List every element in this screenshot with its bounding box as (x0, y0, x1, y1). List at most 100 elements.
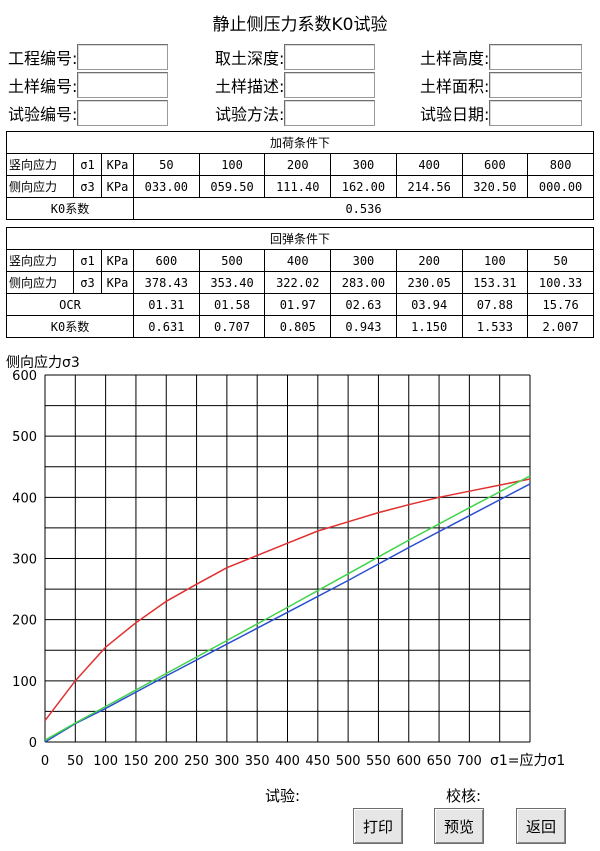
x-tick-label: 50 (67, 754, 84, 769)
table-row: OCR 01.31 01.58 01.97 02.63 03.94 07.88 … (6, 293, 594, 316)
x-tick-label: 150 (124, 754, 149, 769)
unit-label: KPa (101, 175, 134, 198)
x-tick-label: 350 (245, 754, 270, 769)
stress-chart: 侧向应力σ3 σ1=应力σ1 0 100 200 300 400 500 600 0 50 100… (6, 354, 565, 769)
y-tick-label: 500 (12, 430, 37, 445)
x-tick-label: 450 (305, 754, 330, 769)
x-tick-label: 650 (427, 754, 452, 769)
preview-button[interactable]: 预览 (434, 808, 484, 844)
table-cell: 230.05 (395, 271, 463, 294)
project-no-input[interactable] (77, 44, 169, 70)
series-line-3 (44, 475, 531, 741)
test-method-input[interactable] (284, 100, 376, 126)
sample-height-input[interactable] (489, 44, 583, 70)
back-button[interactable]: 返回 (516, 808, 566, 844)
sigma3-symbol: σ3 (73, 175, 102, 198)
table-cell: 353.40 (198, 271, 266, 294)
project-no-field: 工程编号: (8, 44, 169, 70)
test-date-field: 试验日期: (420, 100, 583, 126)
x-tick-label: 500 (336, 754, 361, 769)
y-tick-label: 100 (12, 675, 37, 690)
sample-no-input[interactable] (77, 72, 169, 98)
tester-label: 试验: (265, 787, 301, 805)
table-cell: 500 (198, 249, 266, 272)
table-row: 竖向应力 σ1 KPa 600 500 400 300 200 100 50 (6, 249, 594, 272)
test-method-field: 试验方法: (215, 100, 376, 126)
sample-area-input[interactable] (489, 72, 583, 98)
depth-field: 取土深度: (215, 44, 376, 70)
sample-height-field: 土样高度: (420, 44, 583, 70)
x-tick-label: 300 (214, 754, 239, 769)
sample-no-field: 土样编号: (8, 72, 169, 98)
table-cell: 1.150 (395, 315, 463, 338)
table-cell: 01.58 (198, 293, 266, 316)
y-tick-label: 400 (12, 491, 37, 506)
k0-value: 0.536 (133, 197, 594, 220)
table-cell: 283.00 (330, 271, 397, 294)
page-title: 静止侧压力系数K0试验 (212, 15, 388, 35)
table-cell: 01.31 (133, 293, 200, 316)
test-no-input[interactable] (77, 100, 169, 126)
table-row: 侧向应力 σ3 KPa 378.43 353.40 322.02 283.00 … (6, 271, 594, 294)
unloading-table: 回弹条件下 竖向应力 σ1 KPa 600 500 400 300 200 10… (6, 227, 594, 338)
table-cell: 200 (264, 153, 332, 176)
unit-label: KPa (101, 153, 134, 176)
table-cell: 100 (461, 249, 529, 272)
depth-input[interactable] (284, 44, 376, 70)
project-no-label: 工程编号: (8, 49, 78, 68)
table-row: 竖向应力 σ1 KPa 50 100 200 300 400 600 800 (6, 153, 594, 176)
table-cell: 162.00 (330, 175, 397, 198)
test-no-label: 试验编号: (8, 105, 78, 124)
table-cell: 111.40 (264, 175, 332, 198)
loading-table: 加荷条件下 竖向应力 σ1 KPa 50 100 200 300 400 600… (6, 131, 594, 220)
unit-label: KPa (101, 249, 134, 272)
table-cell: 300 (330, 249, 397, 272)
table-cell: 100 (198, 153, 266, 176)
y-tick-label: 600 (12, 369, 37, 384)
unloading-caption: 回弹条件下 (6, 227, 594, 250)
table-cell: 153.31 (461, 271, 529, 294)
table-cell: 1.533 (461, 315, 529, 338)
sigma1-label: 竖向应力 (6, 249, 74, 272)
x-tick-label: 400 (275, 754, 300, 769)
test-method-label: 试验方法: (215, 105, 285, 124)
unit-label: KPa (101, 271, 134, 294)
table-cell: 2.007 (527, 315, 594, 338)
sigma3-symbol: σ3 (73, 271, 102, 294)
table-cell: 378.43 (133, 271, 200, 294)
print-button[interactable]: 打印 (353, 808, 403, 844)
x-tick-label: 550 (366, 754, 391, 769)
table-row: K0系数 0.536 (6, 197, 594, 220)
table-cell: 214.56 (395, 175, 463, 198)
table-cell: 0.943 (330, 315, 397, 338)
x-tick-label: 0 (41, 754, 49, 769)
sample-desc-label: 土样描述: (215, 77, 285, 96)
table-cell: 0.631 (133, 315, 200, 338)
table-cell: 50 (527, 249, 594, 272)
sigma3-label: 侧向应力 (6, 271, 74, 294)
table-cell: 0.707 (198, 315, 266, 338)
table-cell: 300 (330, 153, 397, 176)
table-cell: 07.88 (461, 293, 529, 316)
y-tick-label: 300 (12, 553, 37, 568)
y-tick-label: 200 (12, 614, 37, 629)
table-cell: 600 (461, 153, 529, 176)
table-cell: 033.00 (133, 175, 200, 198)
table-cell: 50 (133, 153, 200, 176)
test-no-field: 试验编号: (8, 100, 169, 126)
sigma1-symbol: σ1 (73, 153, 102, 176)
table-cell: 15.76 (527, 293, 594, 316)
table-cell: 600 (133, 249, 200, 272)
test-date-input[interactable] (489, 100, 583, 126)
sample-desc-input[interactable] (284, 72, 376, 98)
table-cell: 02.63 (330, 293, 397, 316)
table-cell: 200 (395, 249, 463, 272)
table-row: 侧向应力 σ3 KPa 033.00 059.50 111.40 162.00 … (6, 175, 594, 198)
depth-label: 取土深度: (215, 49, 285, 68)
table-cell: 320.50 (461, 175, 529, 198)
table-cell: 03.94 (395, 293, 463, 316)
x-tick-label: 200 (154, 754, 179, 769)
table-row: K0系数 0.631 0.707 0.805 0.943 1.150 1.533… (6, 315, 594, 338)
checker-label: 校核: (446, 787, 482, 805)
test-date-label: 试验日期: (420, 105, 490, 124)
